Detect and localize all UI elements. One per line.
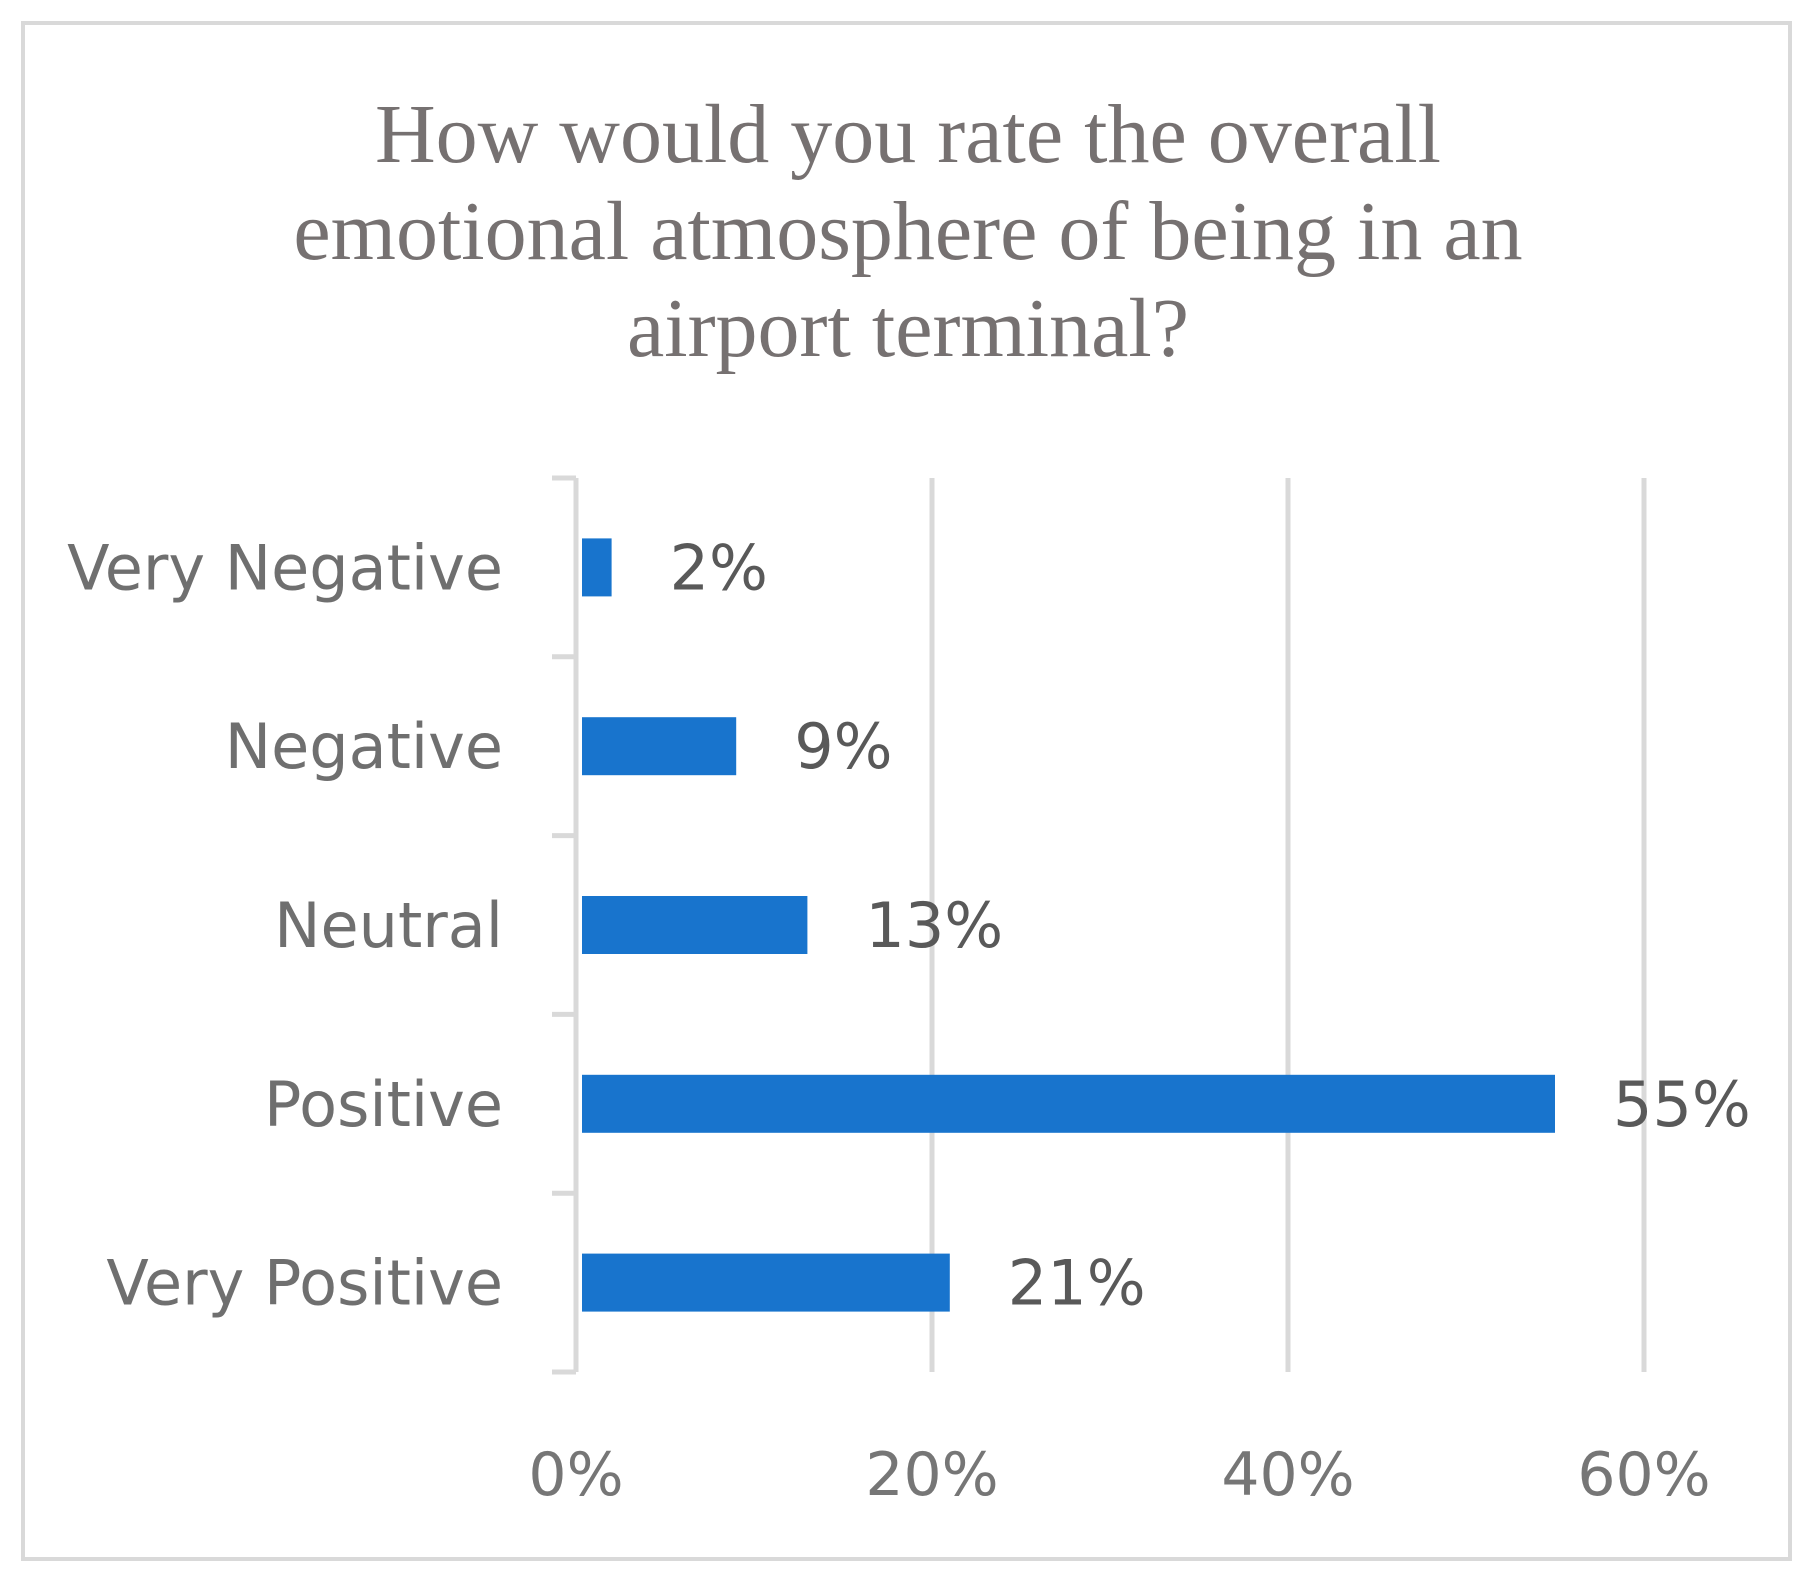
category-labels: Very Negative Negative Neutral Positive Very… [67,531,503,1319]
category-label: Very Positive [106,1247,503,1320]
data-label: 2% [670,531,768,604]
chart-title-line-3: airport terminal? [627,282,1189,375]
data-label: 55% [1613,1068,1751,1141]
data-labels: 2% 9% 13% 55% 21% [670,531,1751,1319]
x-tick-labels: 0% 20% 40% 60% [528,1440,1710,1510]
category-label: Negative [225,710,503,783]
x-tick-label: 20% [865,1440,998,1510]
x-tick-label: 60% [1577,1440,1710,1510]
bar-very-negative [582,538,612,597]
x-tick-label: 0% [528,1440,623,1510]
category-axis [552,475,579,1375]
bars [582,538,1555,1312]
bar-negative [582,717,737,776]
bar-very-positive [582,1253,950,1312]
bar-positive [582,1074,1555,1133]
data-label: 13% [865,889,1003,962]
category-label: Positive [264,1068,503,1141]
x-tick-label: 40% [1221,1440,1354,1510]
category-label: Neutral [274,889,503,962]
gridlines [929,478,1647,1372]
chart-title: How would you rate the overall emotional… [293,88,1522,375]
data-label: 9% [794,710,892,783]
category-label: Very Negative [67,531,503,604]
chart-title-line-2: emotional atmosphere of being in an [293,185,1522,278]
data-label: 21% [1008,1247,1146,1320]
bar-neutral [582,896,808,954]
chart-title-line-1: How would you rate the overall [375,88,1441,181]
